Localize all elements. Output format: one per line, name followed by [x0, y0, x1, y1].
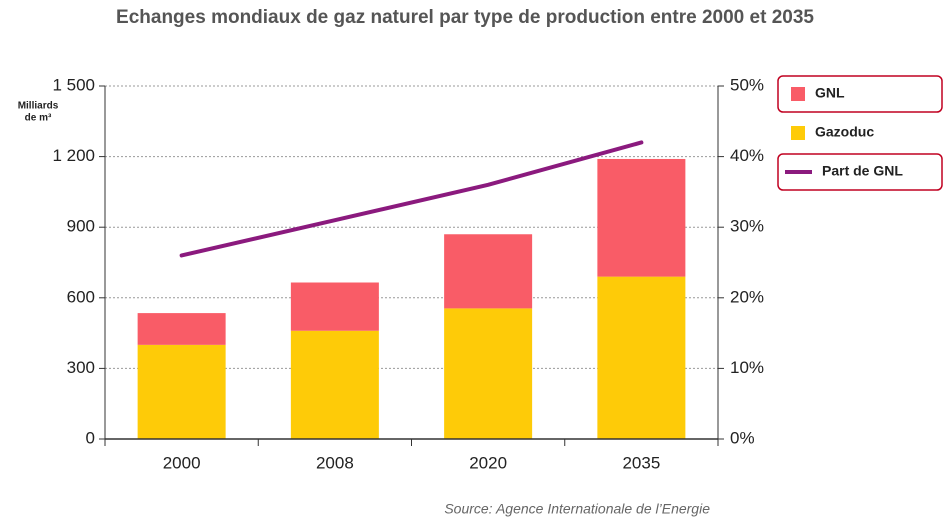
legend-label: Gazoduc — [815, 124, 874, 140]
y-axis-label: Milliards — [18, 101, 59, 112]
y-axis-label: de m³ — [25, 113, 52, 124]
bar — [444, 308, 533, 439]
y-tick-label: 900 — [67, 217, 95, 236]
bar — [290, 282, 379, 331]
y2-tick-label: 0% — [730, 428, 755, 447]
bar — [137, 313, 226, 345]
legend-swatch — [791, 87, 805, 101]
bar — [597, 276, 686, 439]
x-tick-label: 2000 — [163, 453, 201, 472]
line — [179, 140, 644, 258]
legend-swatch — [791, 126, 805, 140]
y2-tick-label: 30% — [730, 217, 764, 236]
x-tick-label: 2020 — [469, 453, 507, 472]
bar — [597, 158, 686, 277]
legend-frame — [777, 153, 943, 191]
legend-label: Part de GNL — [822, 163, 903, 179]
y-tick-label: 600 — [67, 287, 95, 306]
legend-frame — [777, 75, 943, 113]
bar — [444, 234, 533, 309]
chart-title: Echanges mondiaux de gaz naturel par typ… — [116, 7, 814, 28]
bar — [290, 330, 379, 439]
bar — [137, 344, 226, 439]
legend-label: GNL — [815, 85, 845, 101]
x-tick-label: 2035 — [622, 453, 660, 472]
x-tick-label: 2008 — [316, 453, 354, 472]
y2-tick-label: 10% — [730, 358, 764, 377]
y2-tick-label: 50% — [730, 75, 764, 94]
y-tick-label: 1 500 — [52, 75, 95, 94]
source: Source: Agence Internationale de l’Energ… — [444, 501, 710, 517]
y-tick-label: 300 — [67, 358, 95, 377]
y2-tick-label: 20% — [730, 287, 764, 306]
y-tick-label: 0 — [86, 428, 95, 447]
y-tick-label: 1 200 — [52, 146, 95, 165]
y2-tick-label: 40% — [730, 146, 764, 165]
